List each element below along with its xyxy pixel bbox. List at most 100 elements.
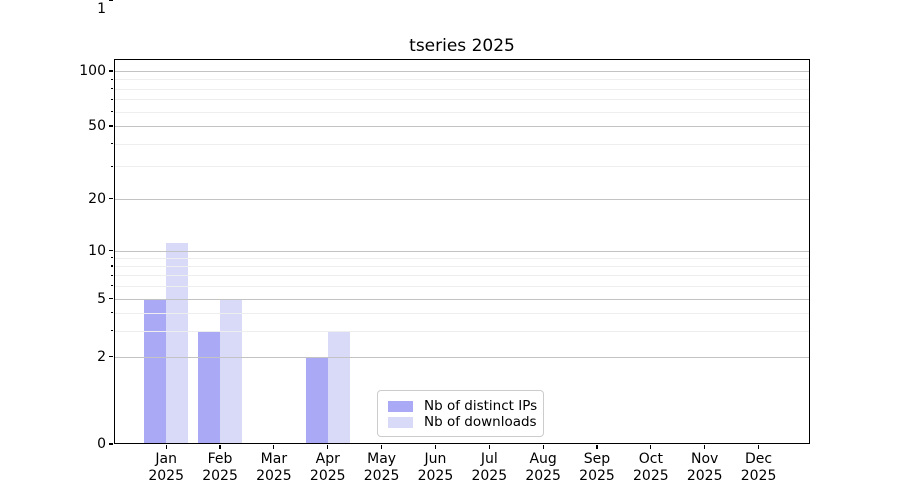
x-tick-label-month: Aug <box>529 451 557 467</box>
x-tick-label-year: 2025 <box>686 468 723 484</box>
y-tick-mark-minor <box>111 330 113 332</box>
gridline-minor <box>114 111 810 113</box>
x-tick-label-month: Oct <box>638 451 663 467</box>
y-tick-mark <box>109 70 113 72</box>
x-tick-mark <box>327 445 329 449</box>
x-tick-label-year: 2025 <box>148 468 184 484</box>
y-tick-label: 2 <box>97 348 106 365</box>
gridline-minor <box>114 265 810 267</box>
gridline-minor <box>114 275 810 277</box>
bar-apr-downloads <box>327 330 350 444</box>
x-tick-label-year: 2025 <box>363 468 400 484</box>
x-tick-mark <box>650 445 652 449</box>
x-tick-label-month: Jun <box>424 451 447 467</box>
y-tick-mark-minor <box>111 143 113 145</box>
x-tick-label: Oct 2025 <box>619 451 683 485</box>
legend-item-downloads: Nb of downloads <box>388 414 537 430</box>
y-tick-label: 10 <box>88 242 106 259</box>
x-tick-label-month: Sep <box>583 451 611 467</box>
gridline-major <box>114 250 810 252</box>
x-tick-label-month: Feb <box>207 451 233 467</box>
y-tick-mark-minor <box>111 165 113 167</box>
gridline-minor <box>114 99 810 101</box>
y-tick-label: 50 <box>88 118 106 134</box>
x-tick-label: Jul 2025 <box>457 451 521 485</box>
x-tick-label: Aug 2025 <box>511 451 575 485</box>
y-tick-label: 0 <box>97 436 106 452</box>
x-tick-label-year: 2025 <box>740 468 777 484</box>
x-tick-mark <box>596 445 598 449</box>
x-tick-mark <box>757 445 760 449</box>
y-tick-label: 1 <box>97 1 106 17</box>
x-tick-label-month: Nov <box>691 451 719 467</box>
legend: Nb of distinct IPs Nb of downloads <box>377 390 544 437</box>
x-tick-label: Mar 2025 <box>242 451 306 485</box>
gridline-minor <box>114 312 810 314</box>
gridline-minor <box>114 79 810 81</box>
x-tick-label: Feb 2025 <box>188 451 252 485</box>
x-tick-mark <box>273 445 275 449</box>
y-tick-label: 20 <box>88 190 106 207</box>
gridline-major <box>114 126 810 127</box>
y-tick-mark-minor <box>111 274 113 276</box>
y-tick-mark-minor <box>111 265 113 267</box>
plot-area <box>114 59 810 444</box>
gridline-major <box>114 71 810 72</box>
x-tick-mark <box>704 445 706 449</box>
x-tick-label-year: 2025 <box>256 468 292 484</box>
y-tick-mark-minor <box>111 110 113 113</box>
x-tick-label-year: 2025 <box>471 468 508 484</box>
gridline-major <box>114 198 810 200</box>
gridline-minor <box>114 166 810 168</box>
gridline-minor <box>114 285 810 287</box>
y-tick-mark-minor <box>111 285 113 287</box>
y-tick-mark-minor <box>111 98 113 100</box>
x-tick-mark <box>381 445 383 449</box>
y-tick-mark <box>109 249 113 252</box>
gridline-minor <box>114 143 810 145</box>
x-tick-label-year: 2025 <box>202 468 238 484</box>
legend-label-downloads: Nb of downloads <box>424 414 537 430</box>
x-tick-label: Nov 2025 <box>673 451 737 485</box>
gridline-major <box>114 356 810 358</box>
x-tick-label-month: May <box>367 451 397 467</box>
y-tick-label: 5 <box>97 290 106 307</box>
x-tick-label-month: Jul <box>480 451 498 467</box>
bar-feb-distinct-ips <box>198 330 221 444</box>
x-tick-label-month: Dec <box>745 451 773 467</box>
y-tick-mark <box>109 355 113 358</box>
y-tick-mark-minor <box>111 88 113 90</box>
legend-item-distinct-ips: Nb of distinct IPs <box>388 398 537 414</box>
x-tick-label-month: Mar <box>260 451 288 467</box>
legend-swatch-distinct-ips <box>388 400 413 412</box>
gridline-minor <box>114 257 810 259</box>
y-tick-mark-minor <box>111 78 113 80</box>
x-tick-label-year: 2025 <box>309 468 346 484</box>
bar-jan-downloads <box>166 243 189 444</box>
x-tick-label-month: Apr <box>315 451 340 467</box>
x-tick-label: Jun 2025 <box>403 451 467 485</box>
bar-jan-distinct-ips <box>144 298 167 444</box>
x-tick-label: Apr 2025 <box>296 451 360 485</box>
gridline-major <box>114 59 810 60</box>
x-tick-label: Sep 2025 <box>565 451 629 485</box>
x-tick-label-year: 2025 <box>579 468 615 484</box>
y-tick-label: 100 <box>79 63 106 79</box>
gridline-major <box>114 298 810 300</box>
legend-swatch-downloads <box>388 416 413 428</box>
x-tick-mark <box>542 445 544 449</box>
x-tick-label-year: 2025 <box>525 468 561 484</box>
bar-apr-distinct-ips <box>305 356 328 444</box>
x-tick-mark <box>434 445 437 449</box>
x-tick-label-year: 2025 <box>417 468 454 484</box>
gridline-minor <box>114 330 810 332</box>
y-tick-mark <box>109 0 113 2</box>
chart-title: tseries 2025 <box>409 36 515 56</box>
x-tick-label: Jan 2025 <box>134 451 198 485</box>
x-tick-label-year: 2025 <box>633 468 669 484</box>
x-tick-mark <box>219 445 221 449</box>
x-tick-label: May 2025 <box>350 451 414 485</box>
y-tick-mark <box>109 125 113 127</box>
y-tick-mark <box>109 197 113 200</box>
